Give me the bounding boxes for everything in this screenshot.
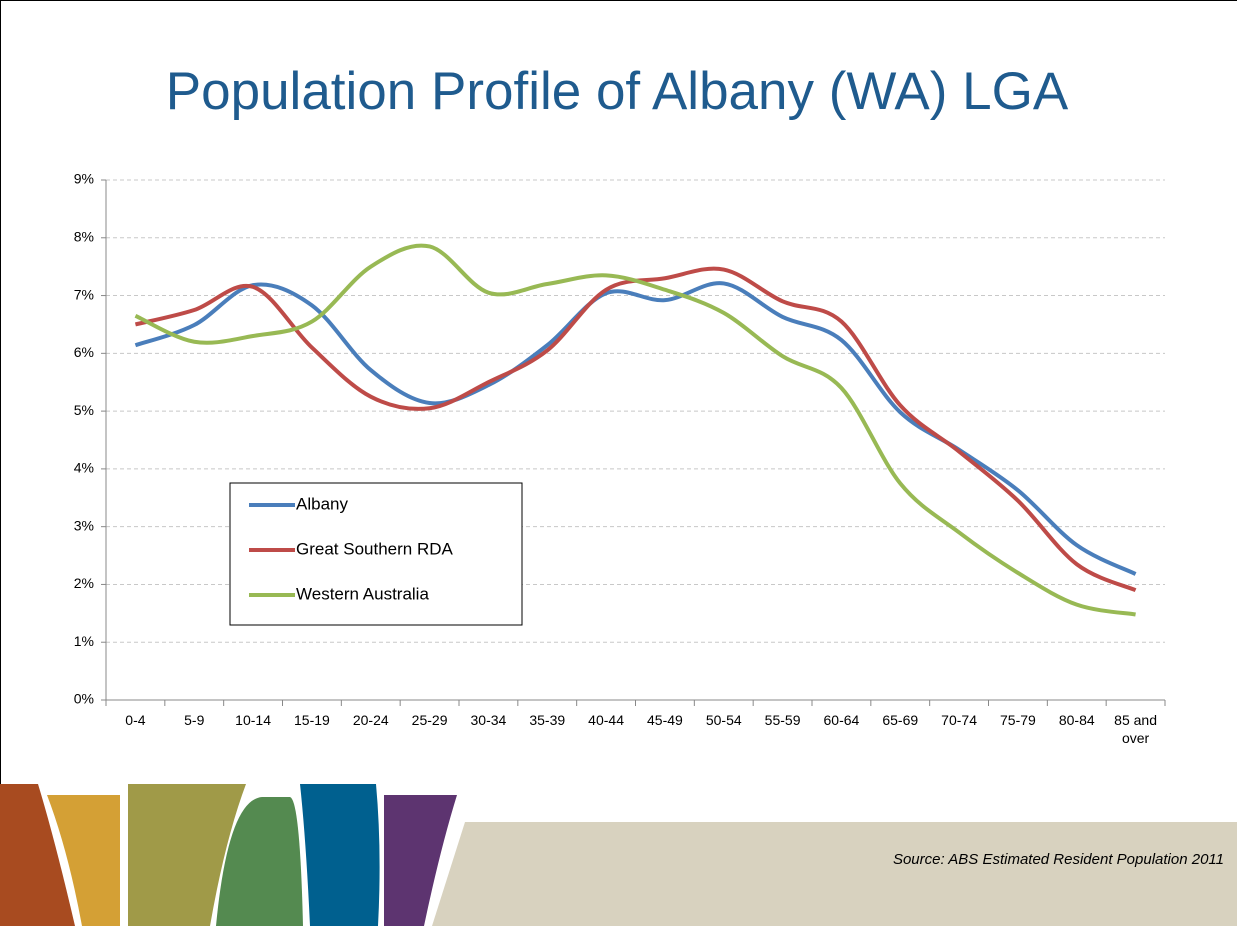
y-tick-label: 0% (74, 691, 94, 707)
y-tick-label: 6% (74, 344, 94, 360)
x-tick-label: 50-54 (697, 711, 751, 729)
y-tick-label: 7% (74, 286, 94, 302)
slide: Population Profile of Albany (WA) LGA So… (0, 0, 1237, 926)
x-tick-label: 25-29 (403, 711, 457, 729)
legend-label: Great Southern RDA (296, 539, 454, 558)
x-tick-label: 0-4 (108, 711, 162, 729)
x-tick-label: 45-49 (638, 711, 692, 729)
x-tick-label: 55-59 (756, 711, 810, 729)
y-tick-label: 4% (74, 460, 94, 476)
legend-label: Albany (296, 494, 348, 513)
source-note: Source: ABS Estimated Resident Populatio… (893, 851, 1224, 868)
legend-label: Western Australia (296, 584, 429, 603)
y-tick-label: 2% (74, 575, 94, 591)
x-tick-label: 65-69 (873, 711, 927, 729)
x-tick-label: 5-9 (167, 711, 221, 729)
x-tick-label: 30-34 (461, 711, 515, 729)
y-tick-label: 1% (74, 633, 94, 649)
x-tick-label: 15-19 (285, 711, 339, 729)
y-tick-label: 8% (74, 228, 94, 244)
y-tick-label: 9% (74, 171, 94, 187)
chart: Population Profile of Albany (WA) LGA So… (0, 0, 1237, 926)
deco-shape (300, 784, 380, 926)
plot-area: 0% 1% 2% 3% 4% 5% 6% 7% 8% 9% (74, 171, 1165, 707)
x-tick-label: 75-79 (991, 711, 1045, 729)
x-tick-label: 80-84 (1050, 711, 1104, 729)
x-tick-label: 40-44 (579, 711, 633, 729)
legend: Albany Great Southern RDA Western Australi… (230, 483, 522, 625)
x-tick-label: 35-39 (520, 711, 574, 729)
x-tick-label: 60-64 (814, 711, 868, 729)
x-tick-label: 10-14 (226, 711, 280, 729)
x-tick-label: 70-74 (932, 711, 986, 729)
footer-band (432, 822, 1237, 926)
x-tick-label: 85 and over (1109, 711, 1163, 747)
x-tick-label: 20-24 (344, 711, 398, 729)
chart-title: Population Profile of Albany (WA) LGA (166, 62, 1069, 121)
y-tick-label: 5% (74, 402, 94, 418)
y-tick-label: 3% (74, 517, 94, 533)
